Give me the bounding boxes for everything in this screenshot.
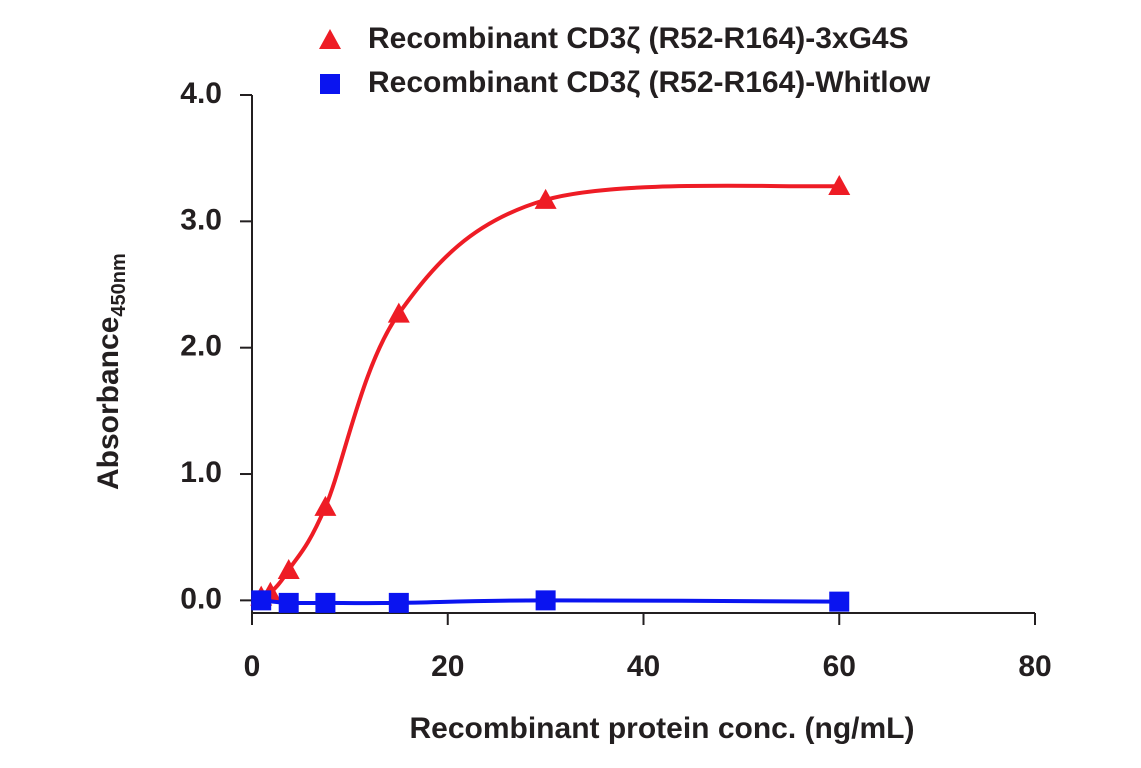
y-axis-label-subscript: 450nm: [108, 253, 130, 316]
series-line: [260, 183, 840, 599]
y-tick-label: 0.0: [180, 582, 222, 615]
x-tick-label: 40: [627, 650, 660, 683]
y-tick-label: 1.0: [180, 456, 222, 489]
y-tick-label: 3.0: [180, 203, 222, 236]
x-tick-label: 60: [823, 650, 856, 683]
y-tick-label: 2.0: [180, 330, 222, 363]
data-point: [387, 302, 410, 323]
y-tick-label: 4.0: [180, 77, 222, 110]
data-point: [828, 174, 851, 195]
x-tick-label: 80: [1018, 650, 1051, 683]
data-point: [278, 592, 299, 613]
data-point: [251, 590, 272, 611]
x-tick-label: 20: [431, 650, 464, 683]
legend-label: Recombinant CD3ζ (R52-R164)-3xG4S: [368, 22, 909, 55]
data-point: [315, 592, 336, 613]
x-axis-label: Recombinant protein conc. (ng/mL): [409, 712, 914, 745]
legend-marker: [319, 29, 341, 49]
y-axis-label-main: Absorbance: [92, 317, 125, 490]
data-point: [277, 559, 300, 580]
legend-marker: [320, 74, 340, 94]
x-tick-label: 0: [244, 650, 261, 683]
data-point: [388, 592, 409, 613]
data-point: [535, 590, 556, 611]
data-point: [534, 188, 557, 209]
legend-label: Recombinant CD3ζ (R52-R164)-Whitlow: [368, 66, 931, 99]
y-axis-label: Absorbance450nm: [92, 253, 130, 490]
data-point: [829, 591, 850, 612]
data-point: [314, 495, 337, 516]
